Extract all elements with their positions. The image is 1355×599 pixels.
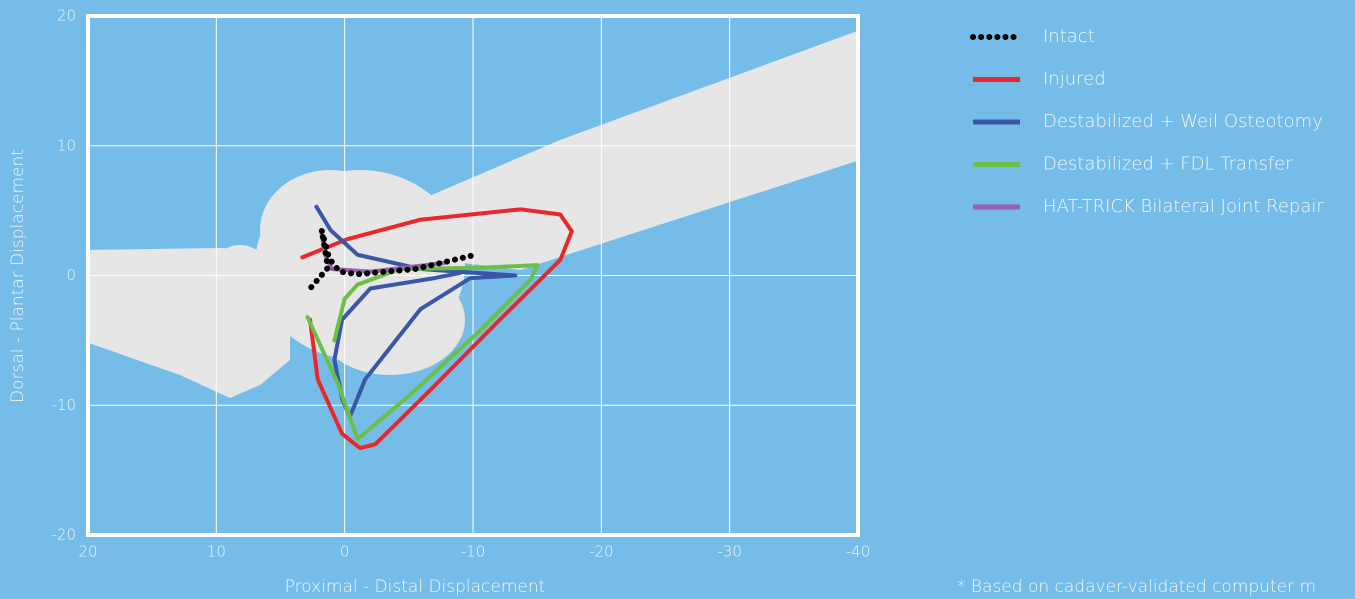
legend-label: Destabilized + Weil Osteotomy [1043,111,1323,132]
x-tick-label: -30 [717,543,742,561]
x-tick-label: -10 [461,543,486,561]
page: {"chart_data": {"type": "line", "x_label… [0,0,1355,599]
footnote: * Based on cadaver-validated computer m [957,577,1316,597]
y-tick-label: -20 [52,526,77,544]
y-axis-title: Dorsal - Plantar Displacement [8,149,28,403]
x-tick-label: -40 [846,543,871,561]
y-tick-label: -10 [52,396,77,414]
chart: Proximal - Distal Displacement Dorsal - … [0,0,1355,599]
legend-label: Destabilized + FDL Transfer [1043,154,1293,175]
x-tick-label: -20 [589,543,614,561]
legend-label: HAT-TRICK Bilateral Joint Repair [1043,196,1324,217]
y-tick-label: 0 [66,266,76,284]
x-tick-label: 10 [207,543,226,561]
legend-label: Intact [1043,26,1095,47]
x-tick-label: 0 [340,543,350,561]
x-axis-title: Proximal - Distal Displacement [285,577,546,597]
x-tick-label: 20 [78,543,97,561]
y-tick-label: 20 [57,7,76,25]
legend-label: Injured [1043,69,1106,90]
y-tick-label: 10 [57,136,76,154]
